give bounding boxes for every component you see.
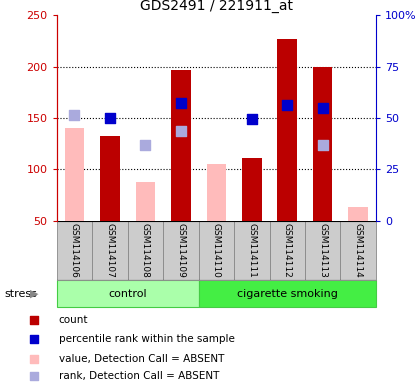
Text: percentile rank within the sample: percentile rank within the sample bbox=[59, 334, 235, 344]
Text: GSM114111: GSM114111 bbox=[247, 223, 256, 278]
Text: GSM114110: GSM114110 bbox=[212, 223, 221, 278]
Bar bbox=[234, 221, 270, 280]
Text: GSM114108: GSM114108 bbox=[141, 223, 150, 278]
Bar bbox=[242, 158, 262, 221]
Bar bbox=[349, 207, 368, 221]
Bar bbox=[199, 280, 376, 307]
Bar bbox=[207, 164, 226, 221]
Point bbox=[30, 317, 37, 323]
Bar bbox=[199, 221, 234, 280]
Text: GSM114106: GSM114106 bbox=[70, 223, 79, 278]
Text: GSM114107: GSM114107 bbox=[105, 223, 114, 278]
Title: GDS2491 / 221911_at: GDS2491 / 221911_at bbox=[140, 0, 293, 13]
Text: ▶: ▶ bbox=[30, 289, 39, 299]
Point bbox=[71, 112, 78, 118]
Text: GSM114113: GSM114113 bbox=[318, 223, 327, 278]
Bar bbox=[57, 221, 92, 280]
Bar bbox=[171, 70, 191, 221]
Bar bbox=[313, 67, 333, 221]
Bar bbox=[278, 39, 297, 221]
Text: cigarette smoking: cigarette smoking bbox=[237, 289, 338, 299]
Bar bbox=[341, 221, 376, 280]
Text: GSM114114: GSM114114 bbox=[354, 223, 362, 278]
Bar bbox=[100, 136, 120, 221]
Point bbox=[319, 142, 326, 148]
Point bbox=[107, 115, 113, 121]
Point bbox=[248, 116, 255, 122]
Bar bbox=[270, 221, 305, 280]
Bar bbox=[305, 221, 341, 280]
Point bbox=[178, 99, 184, 106]
Text: value, Detection Call = ABSENT: value, Detection Call = ABSENT bbox=[59, 354, 224, 364]
Text: GSM114112: GSM114112 bbox=[283, 223, 292, 278]
Text: count: count bbox=[59, 315, 88, 325]
Point bbox=[319, 105, 326, 111]
Point bbox=[30, 373, 37, 379]
Text: stress: stress bbox=[4, 289, 37, 299]
Point bbox=[30, 356, 37, 362]
Bar bbox=[65, 128, 84, 221]
Bar bbox=[128, 221, 163, 280]
Bar bbox=[57, 280, 199, 307]
Text: rank, Detection Call = ABSENT: rank, Detection Call = ABSENT bbox=[59, 371, 219, 381]
Point bbox=[30, 336, 37, 343]
Point bbox=[142, 142, 149, 148]
Text: GSM114109: GSM114109 bbox=[176, 223, 185, 278]
Bar bbox=[136, 182, 155, 221]
Point bbox=[178, 128, 184, 134]
Bar bbox=[163, 221, 199, 280]
Point bbox=[284, 102, 291, 108]
Bar bbox=[92, 221, 128, 280]
Text: control: control bbox=[108, 289, 147, 299]
